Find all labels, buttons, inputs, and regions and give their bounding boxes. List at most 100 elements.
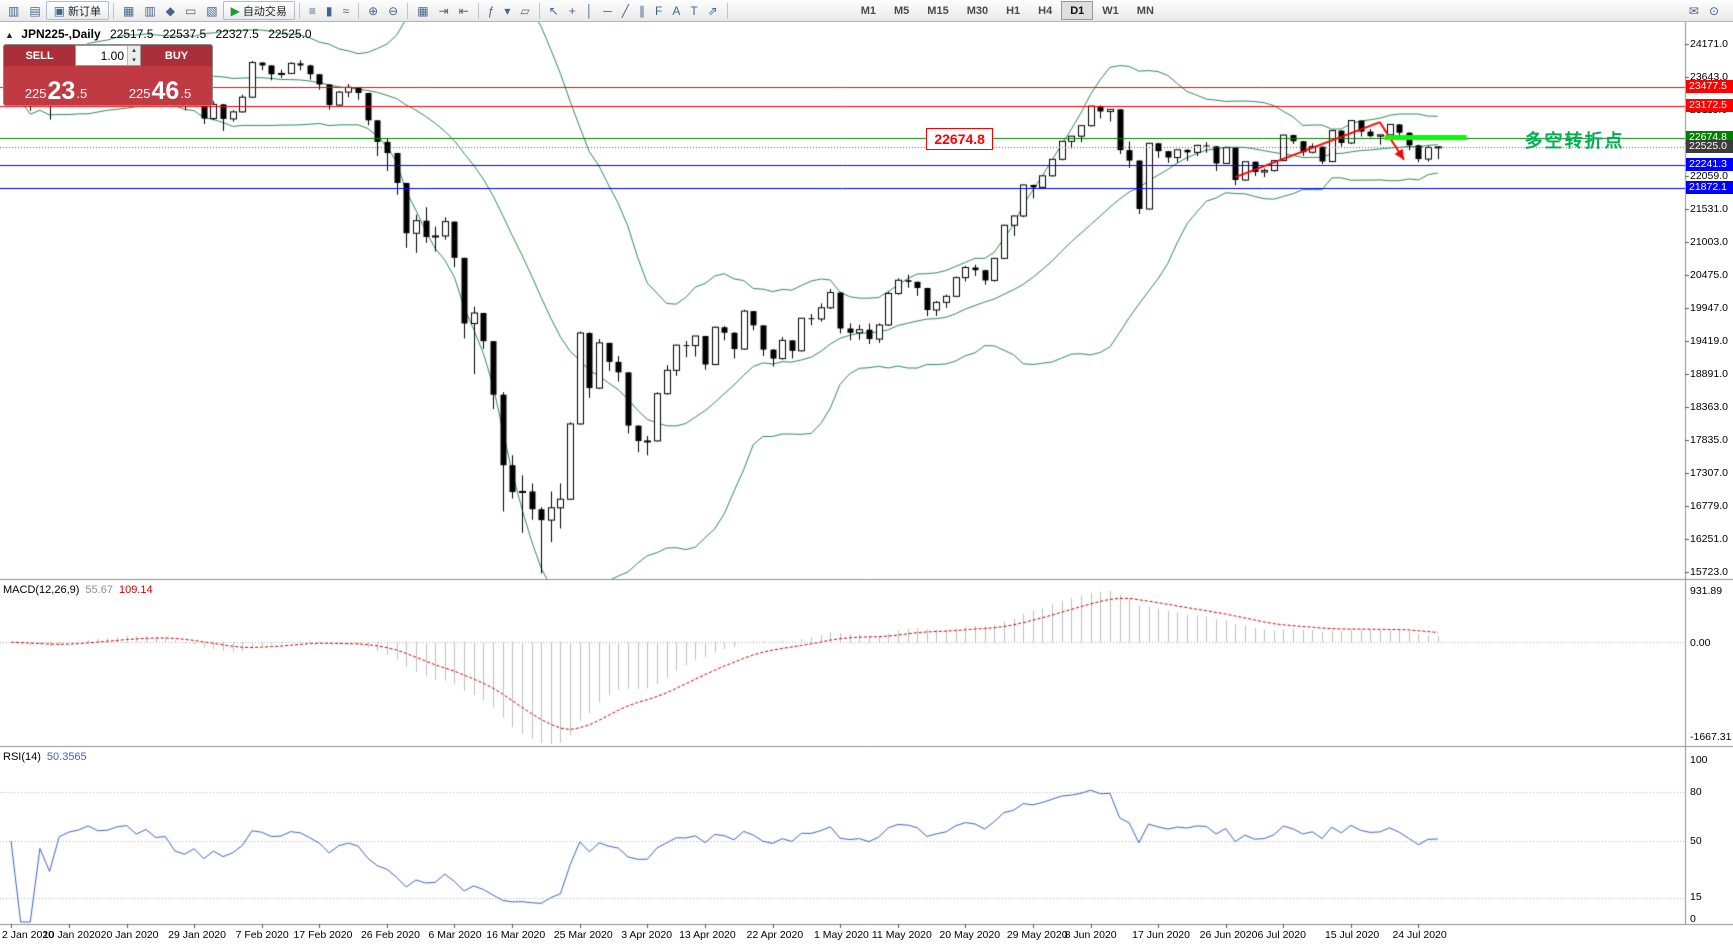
zoom-in-icon: ⊕	[368, 3, 379, 18]
price-axis-label: 24171.0	[1690, 38, 1728, 50]
indicators-button[interactable]: ƒ	[483, 1, 500, 20]
buy-price-prefix: 225	[128, 85, 151, 101]
date-axis-label: 11 May 2020	[871, 929, 932, 941]
turning-point-label[interactable]: 多空转折点	[1524, 131, 1625, 152]
navigator-button[interactable]: ◆	[161, 1, 180, 20]
date-axis-label: 3 Apr 2020	[621, 929, 673, 941]
market-watch-button[interactable]: ▦	[118, 1, 139, 20]
candlestick-chart-button[interactable]: ▮	[321, 1, 338, 20]
arrows-button[interactable]: ⇗	[703, 1, 723, 20]
volume-value[interactable]: 1.00	[100, 49, 124, 63]
toolbar-separator	[358, 2, 360, 19]
trendline-button[interactable]: ╱	[617, 1, 634, 20]
sell-price-big-digits: 23	[47, 77, 76, 105]
price-axis-label: 19947.0	[1690, 302, 1728, 314]
price-axis-label: 15723.0	[1690, 566, 1728, 578]
date-axis-label: 24 Jul 2020	[1392, 929, 1447, 941]
text-label-button[interactable]: T	[685, 1, 702, 20]
rsi-indicator-label: RSI(14) 50.3565	[3, 751, 87, 763]
auto-scroll-button[interactable]: ⇥	[434, 1, 454, 20]
horizontal-line-icon: ─	[603, 3, 612, 18]
objects-list-button[interactable]: ▱	[515, 1, 534, 20]
data-window-button[interactable]: ▥	[139, 1, 160, 20]
volume-increase-button[interactable]: ▴	[128, 46, 140, 56]
timeframe-m15-button[interactable]: M15	[918, 1, 957, 20]
rsi-axis-50: 50	[1690, 835, 1702, 847]
toolbar: ▥ ▤ ▣ 新订单 ▦ ▥ ◆ ▭ ▧ ▶ 自动交易 ≡ ▮ ≈ ⊕ ⊖ ▦ ⇥ ⇤ ƒ ▾ ▱ ↖ + │ ─ ╱ ∥ F A T ⇗ M1…	[0, 0, 1733, 22]
indicators-icon: ƒ	[487, 3, 495, 18]
volume-field[interactable]: 1.00 ▴ ▾	[75, 45, 141, 66]
crosshair-icon: +	[568, 3, 576, 18]
zoom-in-button[interactable]: ⊕	[363, 1, 383, 20]
new-order-button[interactable]: ▣ 新订单	[45, 1, 110, 20]
timeframe-d1-button[interactable]: D1	[1061, 1, 1094, 20]
timeframe-m30-button[interactable]: M30	[958, 1, 997, 20]
zoom-out-button[interactable]: ⊖	[383, 1, 403, 20]
one-click-collapse-arrow[interactable]: ▲	[5, 30, 14, 40]
date-axis-label: 26 Feb 2020	[360, 929, 420, 941]
sell-price-suffix: .5	[76, 85, 88, 101]
toolbar-separator	[538, 2, 540, 19]
arrows-icon: ⇗	[707, 3, 718, 18]
price-tag: 23172.5	[1686, 99, 1733, 112]
bar-chart-button[interactable]: ≡	[304, 1, 321, 20]
timeframe-m1-button[interactable]: M1	[852, 1, 885, 20]
horizontal-line-button[interactable]: ─	[598, 1, 617, 20]
timeframe-m5-button[interactable]: M5	[885, 1, 918, 20]
volume-decrease-button[interactable]: ▾	[128, 55, 140, 65]
terminal-button[interactable]: ▭	[180, 1, 201, 20]
price-axis-label: 22059.0	[1690, 170, 1728, 182]
trendline-icon: ╱	[621, 3, 629, 18]
crosshair-button[interactable]: +	[564, 1, 581, 20]
date-axis-label: 15 Jul 2020	[1324, 929, 1380, 941]
alerts-button[interactable]: ✉	[1684, 1, 1704, 20]
chart-shift-icon: ⇤	[458, 3, 469, 18]
vertical-line-button[interactable]: │	[581, 1, 599, 20]
profiles-button[interactable]: ▤	[24, 1, 45, 20]
date-axis-label: 17 Jun 2020	[1132, 929, 1190, 941]
chart-shift-button[interactable]: ⇤	[454, 1, 474, 20]
timeframe-h1-button[interactable]: H1	[997, 1, 1029, 20]
price-axis-label: 18891.0	[1690, 368, 1728, 380]
new-chart-icon: ▥	[8, 3, 20, 18]
search-button[interactable]: ⊙	[1704, 1, 1724, 20]
line-chart-button[interactable]: ≈	[338, 1, 355, 20]
date-axis-label: 29 May 2020	[1006, 929, 1068, 941]
timeframe-mn-button[interactable]: MN	[1128, 1, 1163, 20]
toolbar-separator	[407, 2, 409, 19]
equidistant-channel-button[interactable]: ∥	[634, 1, 650, 20]
rsi-name: RSI(14)	[3, 751, 41, 763]
buy-button[interactable]: BUY	[141, 45, 212, 66]
tile-windows-button[interactable]: ▦	[412, 1, 433, 20]
rsi-axis-0: 0	[1690, 913, 1696, 925]
toolbar-separator	[726, 2, 728, 19]
date-axis-label: 6 Jul 2020	[1257, 929, 1306, 941]
buy-price[interactable]: 225 46.5	[108, 66, 212, 105]
date-axis-label: 7 Feb 2020	[235, 929, 289, 941]
price-axis-label: 20475.0	[1690, 269, 1728, 281]
sell-price-prefix: 225	[24, 85, 47, 101]
sell-button[interactable]: SELL	[4, 45, 75, 66]
text-button[interactable]: A	[667, 1, 685, 20]
sell-price[interactable]: 225 23.5	[4, 66, 108, 105]
strategy-tester-button[interactable]: ▧	[201, 1, 222, 20]
indicator-list-icon: ▾	[504, 3, 511, 18]
indicator-list-button[interactable]: ▾	[499, 1, 515, 20]
price-axis-label: 21003.0	[1690, 236, 1728, 248]
auto-trading-button[interactable]: ▶ 自动交易	[222, 1, 295, 20]
rsi-axis-15: 15	[1690, 891, 1702, 903]
fibonacci-retracement-button[interactable]: F	[650, 1, 667, 20]
new-chart-button[interactable]: ▥	[3, 1, 24, 20]
bar-chart-icon: ≡	[308, 3, 316, 18]
timeframe-h4-button[interactable]: H4	[1029, 1, 1061, 20]
ohlc-close: 22525.0	[268, 27, 312, 41]
macd-axis-min: -1667.31	[1690, 731, 1732, 743]
auto-trading-icon: ▶	[230, 3, 240, 18]
price-annotation-label[interactable]: 22674.8	[926, 128, 993, 150]
auto-scroll-icon: ⇥	[438, 3, 449, 18]
toolbar-separator	[113, 2, 115, 19]
ohlc-open: 22517.5	[110, 27, 154, 41]
timeframe-w1-button[interactable]: W1	[1093, 1, 1128, 20]
cursor-button[interactable]: ↖	[544, 1, 564, 20]
